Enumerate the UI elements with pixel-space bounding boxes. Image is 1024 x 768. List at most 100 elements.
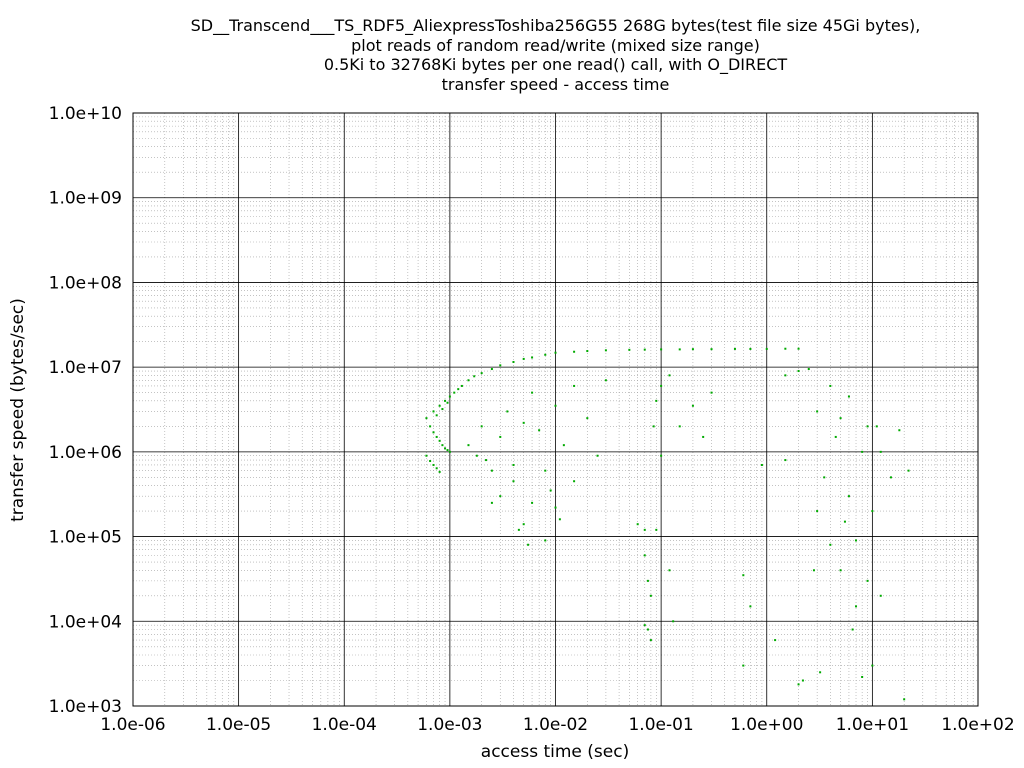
data-point xyxy=(444,447,447,450)
data-point xyxy=(702,435,705,438)
data-point xyxy=(774,639,777,642)
data-point xyxy=(429,425,432,428)
data-point xyxy=(531,356,534,359)
title-line-1: SD__Transcend___TS_RDF5_AliexpressToshib… xyxy=(190,16,921,35)
data-point xyxy=(879,594,882,597)
data-point xyxy=(855,539,858,542)
data-point xyxy=(866,425,869,428)
data-point xyxy=(531,501,534,504)
data-point xyxy=(506,410,509,413)
data-point xyxy=(512,361,515,363)
data-point xyxy=(544,469,547,472)
data-point xyxy=(807,368,810,371)
data-point xyxy=(871,510,874,513)
data-point xyxy=(742,574,745,577)
data-point xyxy=(453,391,456,394)
y-tick-label: 1.0e+06 xyxy=(49,443,122,463)
data-point xyxy=(586,417,589,420)
data-point xyxy=(678,425,681,428)
data-point xyxy=(558,518,561,521)
data-point xyxy=(522,357,525,360)
data-point xyxy=(839,417,842,420)
data-point xyxy=(843,520,846,523)
data-point xyxy=(425,417,428,420)
data-point xyxy=(441,444,444,447)
title-line-3: 0.5Ki to 32768Ki bytes per one read() ca… xyxy=(323,55,788,75)
data-point xyxy=(448,450,451,453)
data-point xyxy=(636,523,639,526)
data-point xyxy=(742,664,745,667)
data-point xyxy=(512,463,515,466)
x-tick-label: 1.0e-05 xyxy=(206,715,271,735)
data-point xyxy=(879,450,882,453)
data-point xyxy=(847,395,850,398)
data-point xyxy=(710,348,713,351)
data-point xyxy=(668,569,671,572)
data-point xyxy=(448,395,451,398)
x-tick-label: 1.0e-01 xyxy=(628,715,693,735)
data-point xyxy=(596,454,599,457)
data-point xyxy=(646,579,649,582)
data-point xyxy=(760,463,763,466)
data-point xyxy=(527,543,530,546)
data-point xyxy=(816,410,819,413)
data-point xyxy=(660,348,663,351)
data-point xyxy=(573,480,576,483)
data-point xyxy=(678,348,681,351)
data-point xyxy=(889,476,892,479)
data-point xyxy=(490,501,493,504)
x-axis-label: access time (sec) xyxy=(481,742,629,762)
data-point xyxy=(861,450,864,453)
y-tick-label: 1.0e+08 xyxy=(49,273,122,293)
data-point xyxy=(839,569,842,572)
data-point xyxy=(432,410,435,413)
data-point xyxy=(733,347,736,350)
data-point xyxy=(446,449,449,452)
data-point xyxy=(812,569,815,572)
data-point xyxy=(875,425,878,428)
data-point xyxy=(490,469,493,472)
data-point xyxy=(660,384,663,387)
data-point xyxy=(829,543,832,546)
data-point xyxy=(544,353,547,356)
y-tick-label: 1.0e+03 xyxy=(49,697,122,717)
data-point xyxy=(819,671,822,674)
data-point xyxy=(784,374,787,377)
data-point xyxy=(801,679,804,682)
data-point xyxy=(672,620,675,623)
data-point xyxy=(691,404,694,407)
data-point xyxy=(467,444,470,447)
data-point xyxy=(522,421,525,424)
data-point xyxy=(784,459,787,462)
y-tick-labels: 1.0e+03 1.0e+04 1.0e+05 1.0e+06 1.0e+07 1.0e+… xyxy=(49,104,122,717)
data-point xyxy=(460,384,463,387)
x-tick-label: 1.0e+01 xyxy=(836,715,909,735)
data-point xyxy=(866,579,869,582)
data-point xyxy=(435,435,438,438)
data-point xyxy=(499,364,502,367)
data-point xyxy=(554,351,557,354)
data-point xyxy=(649,594,652,597)
data-point xyxy=(604,349,607,352)
x-tick-label: 1.0e+00 xyxy=(730,715,803,735)
data-point xyxy=(604,379,607,382)
data-point xyxy=(586,350,589,353)
data-point xyxy=(855,605,858,608)
plot-frame xyxy=(132,112,979,707)
data-point xyxy=(628,348,631,351)
data-point xyxy=(499,435,502,438)
data-point xyxy=(861,675,864,678)
data-point xyxy=(652,425,655,428)
data-point xyxy=(444,399,447,402)
data-point xyxy=(573,350,576,353)
data-point xyxy=(425,454,428,457)
y-tick-label: 1.0e+05 xyxy=(49,528,122,548)
data-point xyxy=(903,698,906,701)
data-points xyxy=(425,347,910,701)
data-point xyxy=(446,401,449,404)
data-point xyxy=(490,368,493,371)
data-point xyxy=(432,431,435,434)
data-point xyxy=(480,372,483,375)
data-point xyxy=(562,444,565,447)
